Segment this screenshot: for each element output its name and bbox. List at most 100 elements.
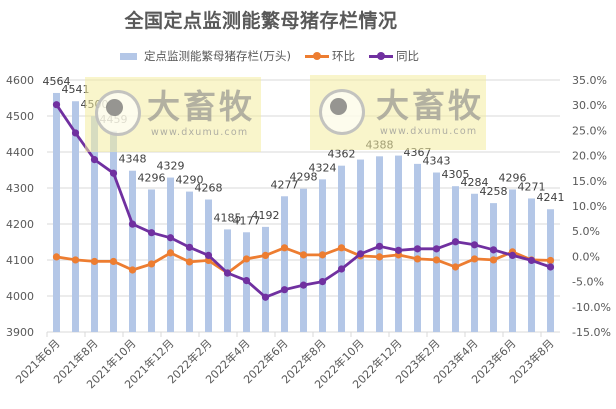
data-point bbox=[413, 245, 422, 253]
y-axis-left-label: 4100 bbox=[6, 254, 34, 267]
watermark: 大畜牧 www.dxumu.com bbox=[310, 75, 486, 150]
bar-data-label: 4362 bbox=[328, 148, 356, 161]
legend-label-huanbi: 环比 bbox=[331, 49, 355, 63]
data-point bbox=[375, 242, 384, 250]
bar-data-label: 4268 bbox=[195, 182, 223, 195]
bar bbox=[509, 189, 516, 332]
legend: 定点监测能繁母猪存栏(万头) 环比 同比 bbox=[120, 48, 433, 64]
data-point bbox=[90, 257, 99, 266]
y-axis-left-label: 4000 bbox=[6, 290, 34, 303]
data-point bbox=[166, 234, 175, 242]
bar bbox=[129, 170, 136, 332]
y-axis-right-label: -10.0% bbox=[572, 301, 611, 314]
bar-data-label: 4296 bbox=[138, 171, 166, 184]
data-point bbox=[299, 251, 308, 259]
bar-data-label: 4284 bbox=[461, 176, 489, 189]
data-point bbox=[147, 260, 156, 268]
bar bbox=[224, 229, 231, 332]
data-point bbox=[337, 244, 346, 252]
watermark-logo-icon bbox=[319, 89, 365, 135]
bar-data-label: 4258 bbox=[480, 185, 508, 198]
data-point bbox=[356, 250, 365, 258]
bar bbox=[452, 186, 459, 332]
data-point bbox=[489, 246, 498, 254]
bar bbox=[262, 226, 269, 332]
y-axis-right-label: 5.0% bbox=[572, 225, 600, 238]
watermark-url: www.dxumu.com bbox=[151, 127, 249, 138]
data-point bbox=[299, 281, 308, 289]
data-point bbox=[451, 238, 460, 246]
legend-item-huanbi: 环比 bbox=[304, 48, 355, 64]
data-point bbox=[185, 258, 194, 266]
data-point bbox=[432, 256, 441, 264]
data-point bbox=[451, 263, 460, 271]
data-point bbox=[527, 256, 536, 265]
bar-data-label: 4541 bbox=[62, 83, 90, 96]
y-axis-right-label: 30.0% bbox=[572, 99, 607, 112]
data-point bbox=[242, 255, 251, 263]
bar bbox=[395, 155, 402, 332]
y-axis-left-label: 4600 bbox=[6, 74, 34, 87]
data-point bbox=[90, 156, 99, 164]
data-point bbox=[470, 241, 479, 249]
bar bbox=[357, 159, 364, 332]
data-point bbox=[280, 286, 289, 294]
bar-data-label: 4192 bbox=[252, 209, 280, 222]
bar-data-label: 4296 bbox=[499, 171, 527, 184]
data-point bbox=[375, 253, 384, 261]
data-point bbox=[109, 169, 118, 177]
data-point bbox=[128, 266, 137, 274]
data-point bbox=[71, 256, 80, 264]
data-point bbox=[52, 253, 61, 261]
legend-bar-swatch-icon bbox=[120, 52, 137, 60]
data-point bbox=[280, 244, 289, 252]
data-point bbox=[204, 251, 213, 259]
data-point bbox=[223, 269, 232, 277]
y-axis-right-label: 0.0% bbox=[572, 250, 600, 263]
data-point bbox=[337, 265, 346, 273]
bar-data-label: 4305 bbox=[442, 168, 470, 181]
data-point bbox=[128, 220, 137, 228]
legend-label-tongbi: 同比 bbox=[395, 49, 419, 63]
data-point bbox=[546, 256, 555, 265]
legend-label-inventory: 定点监测能繁母猪存栏(万头) bbox=[144, 49, 291, 63]
bar-data-label: 4329 bbox=[157, 160, 185, 173]
data-point bbox=[318, 251, 327, 259]
bar-data-label: 4277 bbox=[271, 178, 299, 191]
legend-orange-line-icon bbox=[304, 52, 329, 60]
watermark: 大畜牧 www.dxumu.com bbox=[85, 77, 261, 152]
bar-data-label: 4177 bbox=[233, 214, 261, 227]
data-point bbox=[147, 229, 156, 237]
bar bbox=[528, 198, 535, 332]
bar bbox=[300, 188, 307, 332]
y-axis-right-label: 15.0% bbox=[572, 175, 607, 188]
bar-data-label: 4241 bbox=[537, 191, 565, 204]
data-point bbox=[185, 243, 194, 251]
data-point bbox=[71, 129, 80, 137]
watermark-brand: 大畜牧 bbox=[376, 86, 484, 125]
bar-data-label: 4348 bbox=[119, 153, 147, 166]
data-point bbox=[318, 278, 327, 286]
data-point bbox=[432, 245, 441, 253]
bar-data-label: 4185 bbox=[214, 211, 242, 224]
y-axis-right-label: 10.0% bbox=[572, 200, 607, 213]
bar bbox=[53, 92, 60, 333]
data-point bbox=[546, 263, 555, 271]
bar-data-label: 4343 bbox=[423, 155, 451, 168]
watermark-brand: 大畜牧 bbox=[147, 87, 255, 126]
data-point bbox=[413, 255, 422, 263]
bar bbox=[490, 203, 497, 332]
y-axis-left-label: 3900 bbox=[6, 326, 34, 339]
y-axis-right-label: 20.0% bbox=[572, 150, 607, 163]
chart-title: 全国定点监测能繁母猪存栏情况 bbox=[124, 10, 398, 32]
y-axis-right-label: 25.0% bbox=[572, 124, 607, 137]
data-point bbox=[489, 256, 498, 264]
bar-data-label: 4271 bbox=[518, 180, 546, 193]
y-axis-left-label: 4300 bbox=[6, 182, 34, 195]
watermark-url: www.dxumu.com bbox=[380, 126, 478, 137]
bar bbox=[91, 116, 98, 332]
bar bbox=[72, 101, 79, 333]
bar bbox=[471, 193, 478, 332]
bar-data-label: 4324 bbox=[309, 161, 337, 174]
